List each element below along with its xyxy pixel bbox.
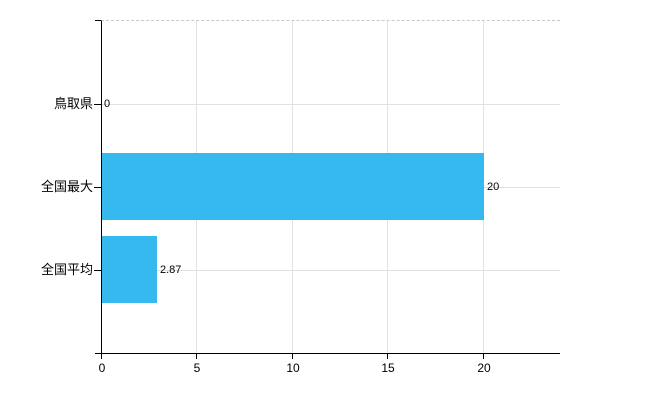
plot-area: 0 20 2.87 bbox=[101, 20, 560, 354]
value-label: 2.87 bbox=[160, 264, 182, 276]
horizontal-gridline bbox=[102, 270, 560, 271]
category-tick bbox=[94, 187, 101, 188]
x-axis-tick-label: 15 bbox=[381, 361, 395, 375]
x-axis-tick-label: 10 bbox=[286, 361, 300, 375]
x-axis-tick-label: 5 bbox=[193, 361, 201, 375]
x-axis-tick bbox=[387, 354, 388, 359]
x-axis-tick bbox=[196, 354, 197, 359]
x-axis-tick-label: 20 bbox=[477, 361, 491, 375]
category-tick bbox=[94, 270, 101, 271]
bar-全国最大 bbox=[102, 153, 484, 220]
horizontal-gridline bbox=[102, 104, 560, 105]
x-axis-tick-label: 0 bbox=[98, 361, 106, 375]
category-label-全国平均: 全国平均 bbox=[40, 262, 93, 277]
value-label: 20 bbox=[487, 181, 500, 193]
category-tick bbox=[94, 104, 101, 105]
x-axis-tick bbox=[101, 354, 102, 359]
y-axis-bottom-cap bbox=[95, 353, 102, 354]
y-axis-top-cap bbox=[95, 20, 102, 21]
category-label-鳥取県: 鳥取県 bbox=[53, 96, 93, 111]
category-label-全国最大: 全国最大 bbox=[40, 179, 93, 194]
bar-全国平均 bbox=[102, 236, 157, 303]
value-label: 0 bbox=[104, 98, 111, 110]
x-axis-tick bbox=[483, 354, 484, 359]
x-axis-tick bbox=[292, 354, 293, 359]
